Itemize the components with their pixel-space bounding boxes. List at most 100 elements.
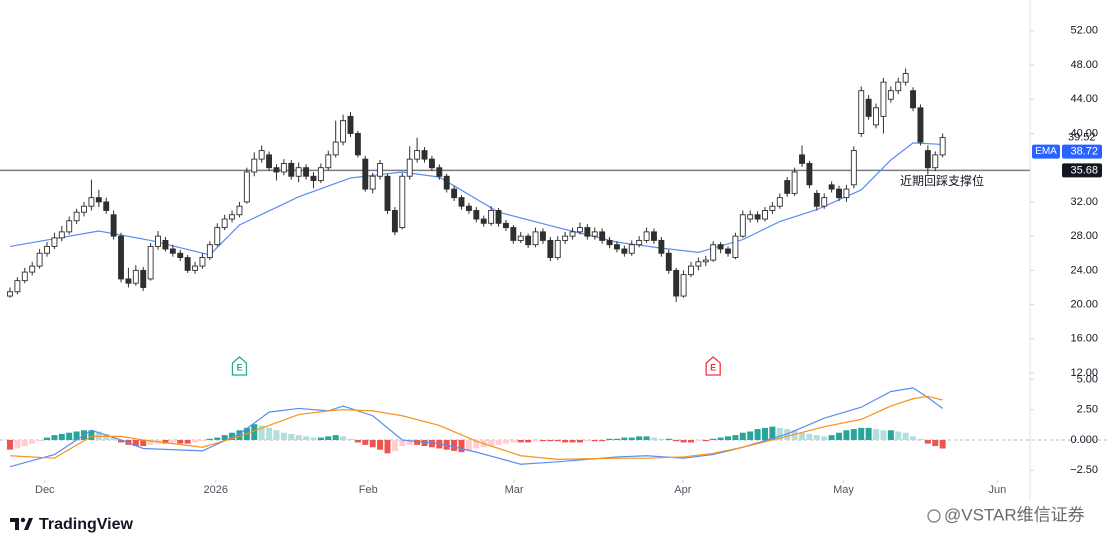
x-tick-label: Dec (35, 484, 55, 496)
candle-body (125, 278, 132, 284)
candle-body (932, 154, 939, 169)
candle-body (665, 252, 672, 271)
candle-body (347, 115, 354, 134)
candle-body (902, 73, 909, 83)
macd-histogram-bar (562, 439, 569, 443)
macd-histogram-bar (636, 436, 643, 440)
macd-histogram-bar (347, 438, 354, 440)
candle-body (377, 162, 384, 177)
macd-histogram-bar (118, 439, 125, 443)
macd-histogram-bar (132, 439, 139, 447)
macd-histogram-bar (880, 430, 887, 440)
macd-histogram-bar (95, 431, 102, 440)
candle-body (939, 137, 946, 156)
macd-histogram-bar (724, 436, 731, 440)
candle-body (591, 231, 598, 237)
candle-body (140, 269, 147, 288)
macd-histogram-bar (902, 432, 909, 440)
price-pane (0, 68, 1030, 303)
macd-histogram-bar (428, 439, 435, 448)
candle-body (865, 98, 872, 117)
macd-histogram-bar (613, 438, 620, 440)
macd-histogram-bar (44, 437, 51, 440)
candle-body (14, 280, 21, 293)
candle-body (95, 197, 102, 203)
candle-body (266, 154, 273, 169)
candle-body (192, 265, 198, 271)
last-price-label: 39.52 (1068, 131, 1096, 143)
macd-histogram-bar (665, 438, 672, 440)
support-value: 35.68 (1070, 164, 1098, 176)
macd-histogram-bar (828, 435, 835, 440)
candle-body (36, 252, 43, 267)
candle-body (577, 227, 583, 233)
x-tick-label: Apr (674, 484, 691, 496)
candle-body (836, 188, 842, 199)
candle-body (317, 167, 324, 181)
macd-histogram-bar (510, 439, 517, 443)
macd-histogram-bar (924, 439, 931, 444)
y-tick-label: 24.00 (1070, 264, 1098, 276)
signal-line (9, 395, 943, 460)
candle-body (480, 218, 487, 224)
macd-histogram-bar (495, 439, 502, 445)
earnings-badge (705, 356, 721, 376)
candle-body (525, 235, 532, 246)
macd-histogram-bar (576, 439, 583, 443)
candle-body (362, 158, 369, 190)
macd-histogram-bar (192, 439, 199, 443)
macd-histogram-bar (650, 437, 657, 440)
macd-histogram-bar (695, 439, 702, 442)
candle-body (443, 175, 450, 190)
candle-body (858, 90, 865, 134)
candle-body (451, 188, 458, 199)
annotation: 近期回踩支撑位 (900, 173, 984, 188)
candle-body (762, 210, 768, 220)
macd-histogram-bar (384, 439, 391, 454)
macd-histogram-bar (658, 438, 665, 440)
candle-body (340, 120, 347, 143)
macd-histogram-bar (362, 439, 369, 445)
candle-body (236, 205, 243, 216)
candle-body (110, 214, 117, 237)
macd-histogram-bar (110, 437, 117, 440)
macd-histogram-bar (266, 427, 273, 440)
macd-histogram-bar (184, 439, 191, 444)
candle-body (910, 90, 916, 109)
macd-histogram-bar (910, 436, 917, 440)
candle-body (29, 265, 36, 273)
macd-histogram-bar (939, 439, 946, 449)
macd-histogram-bar (887, 430, 894, 440)
macd-histogram-bar (258, 425, 265, 440)
candle-body (221, 218, 228, 229)
macd-histogram-bar (762, 427, 769, 440)
macd-histogram-bar (162, 439, 169, 444)
macd-histogram-bar (169, 439, 176, 443)
candle-body (517, 235, 524, 241)
macd-histogram-bar (769, 426, 776, 440)
candle-body (710, 244, 717, 261)
macd-histogram-bar (406, 439, 413, 445)
candle-body (717, 244, 724, 250)
macd-histogram-bar (776, 427, 783, 440)
brand-name: TradingView (39, 516, 134, 533)
y-tick-label: 52.00 (1070, 25, 1098, 37)
candle-body (784, 180, 791, 194)
logo-mark (10, 518, 19, 530)
candle-body (465, 205, 472, 211)
macd-histogram-bar (865, 427, 872, 440)
macd-histogram-bar (6, 439, 13, 450)
macd-histogram-bar (295, 435, 302, 440)
candle-body (21, 271, 28, 282)
candle-body (547, 239, 554, 258)
candle-body (495, 210, 502, 224)
candle-body (214, 227, 221, 246)
macd-histogram-bar (732, 435, 739, 440)
macd-histogram-bar (58, 433, 65, 440)
macd-histogram-bar (873, 429, 880, 440)
candle-body (391, 210, 398, 233)
candle-body (636, 239, 643, 246)
macd-histogram-bar (917, 438, 924, 440)
